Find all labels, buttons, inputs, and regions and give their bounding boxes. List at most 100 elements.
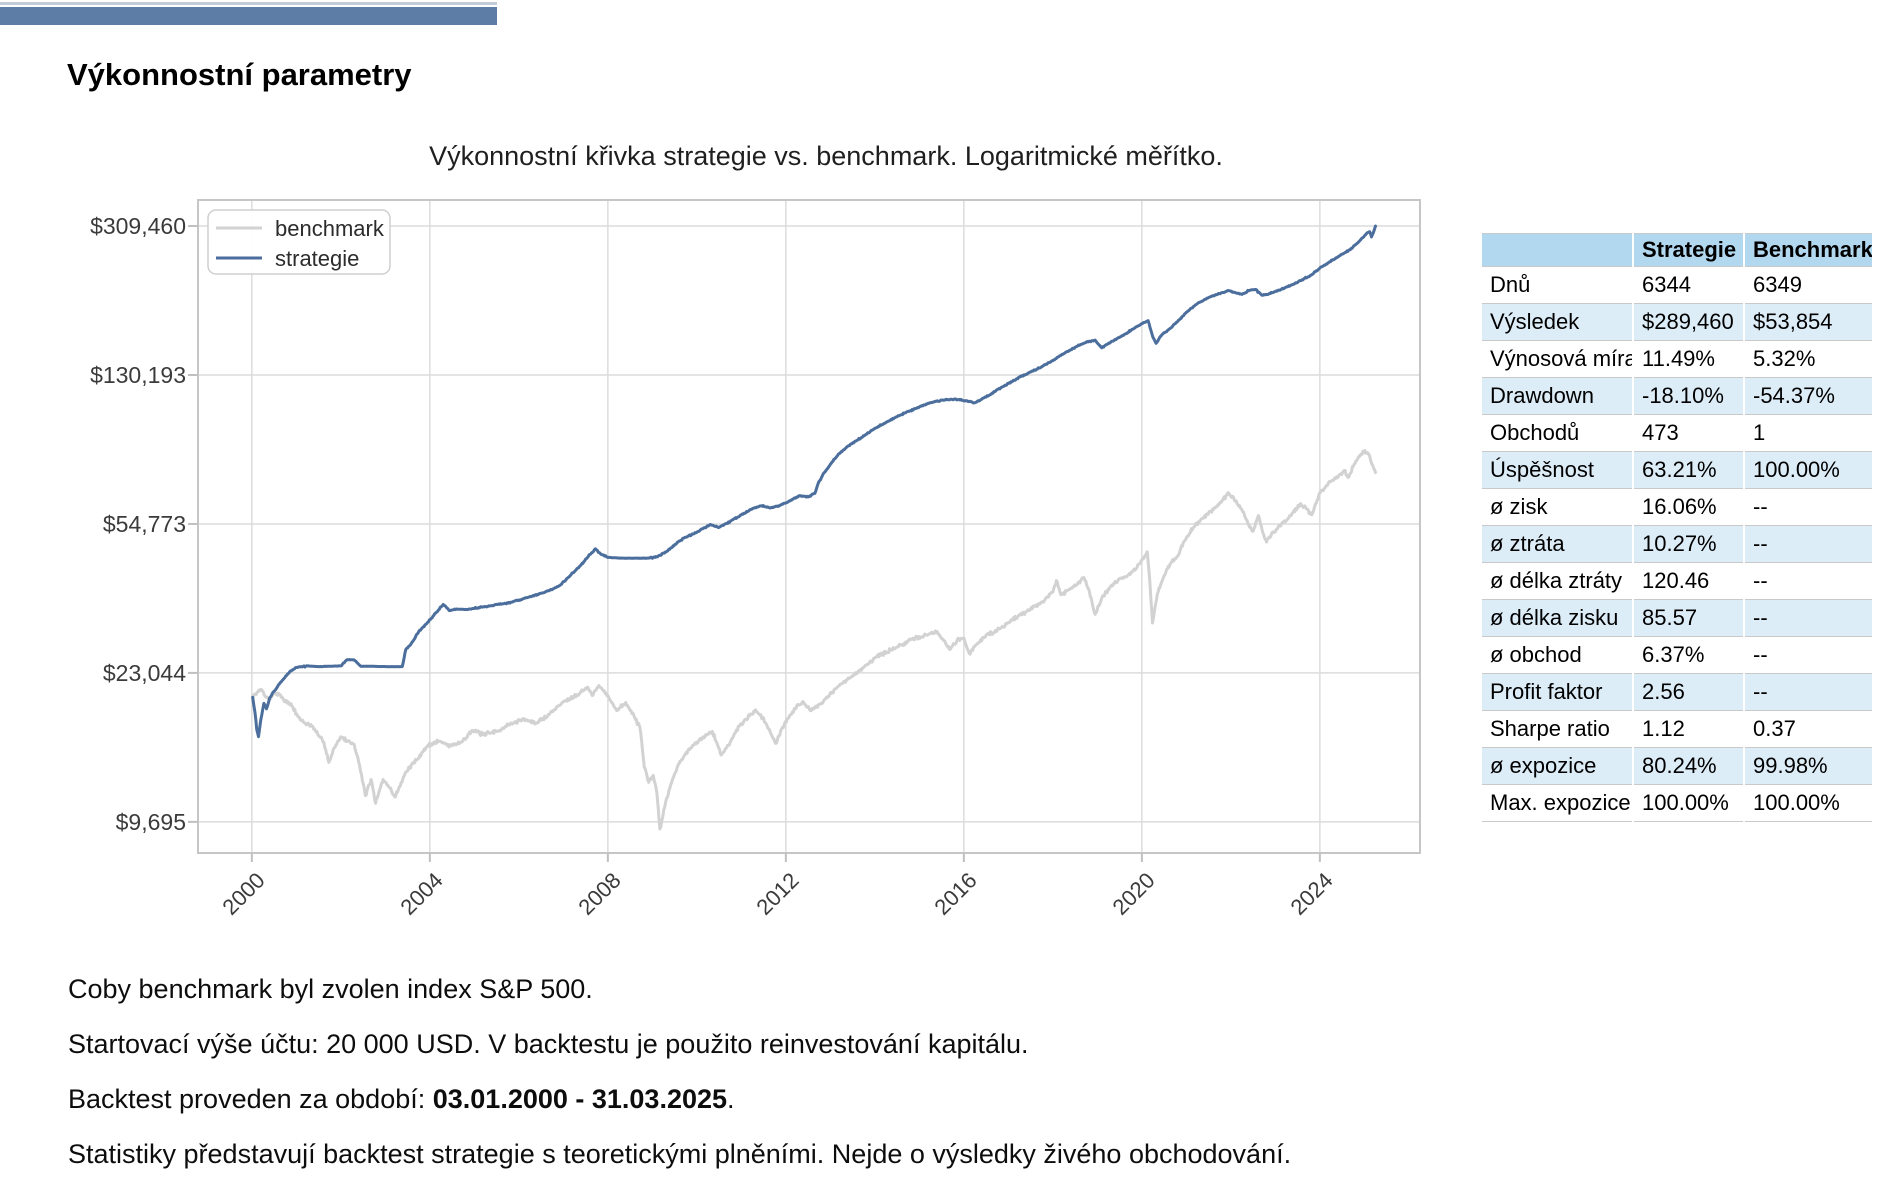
legend-strategy-label: strategie	[275, 246, 359, 271]
stats-col-header-label	[1480, 233, 1634, 267]
stat-label: Výsledek	[1480, 303, 1634, 341]
stat-value: $53,854	[1743, 303, 1874, 341]
performance-chart: $309,460 $130,193 $54,773 $23,044 $9,695 2000…	[90, 199, 1421, 920]
page-title: Výkonnostní parametry	[67, 56, 412, 92]
footer-period-suffix: .	[727, 1084, 735, 1114]
table-row: Max. expozice 100.00% 100.00%	[1480, 784, 1874, 822]
stat-value: 85.57	[1632, 599, 1745, 637]
stat-value: 1	[1743, 414, 1874, 452]
stat-value: 99.98%	[1743, 747, 1874, 785]
stat-value: 6344	[1632, 266, 1745, 304]
stat-label: ø délka ztráty	[1480, 562, 1634, 600]
stat-value: 100.00%	[1743, 784, 1874, 822]
stats-table: Strategie Benchmark Dnů 6344 6349 Výsledek $2…	[1480, 233, 1874, 822]
x-tick-label: 2016	[929, 868, 981, 920]
table-row: ø délka zisku 85.57 --	[1480, 599, 1874, 637]
axis-ticks	[188, 225, 1321, 862]
stat-value: 2.56	[1632, 673, 1745, 711]
y-tick-label: $309,460	[90, 213, 186, 239]
stat-value: --	[1743, 599, 1874, 637]
x-tick-label: 2000	[217, 868, 269, 920]
x-tick-label: 2008	[573, 868, 625, 920]
chart-gridlines	[198, 200, 1420, 853]
stat-value: 473	[1632, 414, 1745, 452]
footer-disclaimer: Statistiky představují backtest strategi…	[68, 1139, 1292, 1169]
stats-table-header-row: Strategie Benchmark	[1480, 233, 1874, 267]
table-row: Výsledek $289,460 $53,854	[1480, 303, 1874, 341]
chart-legend: benchmark strategie	[207, 209, 391, 275]
y-tick-label: $9,695	[116, 809, 186, 835]
table-row: Drawdown -18.10% -54.37%	[1480, 377, 1874, 415]
stat-value: --	[1743, 525, 1874, 563]
stat-label: Drawdown	[1480, 377, 1634, 415]
stat-value: 100.00%	[1743, 451, 1874, 489]
benchmark-line	[251, 449, 1377, 831]
stat-value: 10.27%	[1632, 525, 1745, 563]
stat-value: 80.24%	[1632, 747, 1745, 785]
chart-title: Výkonnostní křivka strategie vs. benchma…	[429, 141, 1223, 171]
footer-benchmark-note: Coby benchmark byl zvolen index S&P 500.	[68, 974, 593, 1004]
stat-value: 6349	[1743, 266, 1874, 304]
axis-tick-labels: $309,460 $130,193 $54,773 $23,044 $9,695 2000…	[90, 213, 1338, 920]
chart-series	[251, 224, 1377, 831]
stat-value: --	[1743, 673, 1874, 711]
stat-label: Úspěšnost	[1480, 451, 1634, 489]
stat-label: Profit faktor	[1480, 673, 1634, 711]
legend-benchmark-label: benchmark	[275, 216, 385, 241]
y-tick-label: $23,044	[103, 660, 186, 686]
table-row: Úspěšnost 63.21% 100.00%	[1480, 451, 1874, 489]
table-row: Obchodů 473 1	[1480, 414, 1874, 452]
x-tick-label: 2020	[1107, 868, 1159, 920]
stat-value: 120.46	[1632, 562, 1745, 600]
stat-value: 5.32%	[1743, 340, 1874, 378]
x-tick-label: 2012	[751, 868, 803, 920]
x-tick-label: 2004	[395, 868, 447, 920]
stat-label: ø ztráta	[1480, 525, 1634, 563]
stats-col-header-Strategie: Strategie	[1632, 233, 1745, 267]
x-tick-label: 2024	[1285, 868, 1337, 920]
table-row: ø ztráta 10.27% --	[1480, 525, 1874, 563]
stat-value: 11.49%	[1632, 340, 1745, 378]
y-tick-label: $54,773	[103, 511, 186, 537]
stat-label: ø obchod	[1480, 636, 1634, 674]
stat-value: --	[1743, 488, 1874, 526]
table-row: Profit faktor 2.56 --	[1480, 673, 1874, 711]
table-row: Dnů 6344 6349	[1480, 266, 1874, 304]
stat-label: Dnů	[1480, 266, 1634, 304]
stat-value: --	[1743, 636, 1874, 674]
table-row: ø zisk 16.06% --	[1480, 488, 1874, 526]
strategie-line	[251, 224, 1377, 739]
stat-value: 100.00%	[1632, 784, 1745, 822]
footer-period-dates: 03.01.2000 - 31.03.2025	[432, 1084, 728, 1114]
table-row: ø obchod 6.37% --	[1480, 636, 1874, 674]
table-row: ø expozice 80.24% 99.98%	[1480, 747, 1874, 785]
stat-value: 6.37%	[1632, 636, 1745, 674]
table-row: Sharpe ratio 1.12 0.37	[1480, 710, 1874, 748]
footer-period-prefix: Backtest proveden za období:	[68, 1084, 433, 1114]
top-accent-bar	[0, 7, 497, 25]
stat-value: 16.06%	[1632, 488, 1745, 526]
stat-label: ø expozice	[1480, 747, 1634, 785]
stat-label: Sharpe ratio	[1480, 710, 1634, 748]
stat-value: 63.21%	[1632, 451, 1745, 489]
stat-label: Výnosová míra	[1480, 340, 1634, 378]
stat-value: $289,460	[1632, 303, 1745, 341]
stats-col-header-Benchmark: Benchmark	[1743, 233, 1874, 267]
stats-table-container: Strategie Benchmark Dnů 6344 6349 Výsledek $2…	[1480, 233, 1874, 822]
footer-period-note: Backtest proveden za období: 03.01.2000 …	[68, 1084, 735, 1115]
top-accent-line	[0, 2, 497, 5]
stat-label: Obchodů	[1480, 414, 1634, 452]
footer-account-note: Startovací výše účtu: 20 000 USD. V back…	[68, 1029, 1029, 1059]
stat-value: 0.37	[1743, 710, 1874, 748]
table-row: ø délka ztráty 120.46 --	[1480, 562, 1874, 600]
stat-value: -54.37%	[1743, 377, 1874, 415]
stat-value: -18.10%	[1632, 377, 1745, 415]
stat-label: Max. expozice	[1480, 784, 1634, 822]
y-tick-label: $130,193	[90, 362, 186, 388]
table-row: Výnosová míra 11.49% 5.32%	[1480, 340, 1874, 378]
stat-label: ø zisk	[1480, 488, 1634, 526]
plot-border	[197, 199, 1421, 854]
stat-value: --	[1743, 562, 1874, 600]
stat-label: ø délka zisku	[1480, 599, 1634, 637]
